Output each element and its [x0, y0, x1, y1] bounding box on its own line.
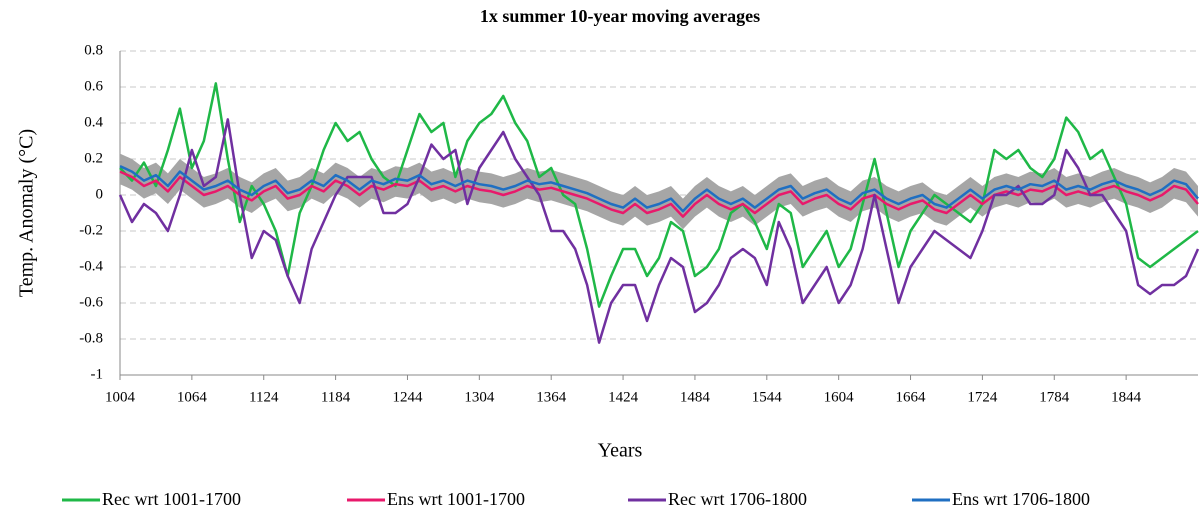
x-tick-label: 1784: [1039, 389, 1070, 405]
series-line: [119, 82, 1199, 308]
y-tick-label: 0.2: [84, 150, 103, 166]
legend-label: Ens wrt 1001-1700: [387, 489, 525, 509]
y-tick-label: -0.2: [79, 222, 103, 238]
series-line: [119, 170, 1199, 218]
x-tick-label: 1664: [896, 389, 927, 405]
y-tick-label: 0.8: [84, 42, 103, 58]
series-line: [118, 118, 1200, 344]
spread-band: [120, 153, 1198, 230]
y-tick-label: -0.4: [79, 258, 103, 274]
legend-label: Rec wrt 1706-1800: [668, 489, 807, 509]
chart-title: 1x summer 10-year moving averages: [480, 6, 760, 26]
x-tick-label: 1004: [105, 389, 136, 405]
x-tick-label: 1184: [321, 389, 351, 405]
x-tick-label: 1484: [680, 389, 711, 405]
x-tick-label: 1304: [464, 389, 495, 405]
y-axis-title: Temp. Anomaly (°C): [16, 129, 38, 297]
y-tick-label: 0.6: [84, 78, 103, 94]
x-tick-label: 1244: [392, 389, 423, 405]
x-axis-title: Years: [598, 440, 643, 462]
x-tick-label: 1604: [824, 389, 855, 405]
x-tick-label: 1844: [1111, 389, 1142, 405]
legend-label: Rec wrt 1001-1700: [102, 489, 241, 509]
legend-label: Ens wrt 1706-1800: [952, 489, 1090, 509]
x-tick-label: 1364: [536, 389, 567, 405]
y-tick-label: 0: [96, 186, 104, 202]
x-tick-label: 1724: [967, 389, 998, 405]
x-tick-label: 1544: [752, 389, 783, 405]
x-tick-label: 1124: [249, 389, 279, 405]
x-tick-label: 1064: [177, 389, 208, 405]
y-tick-label: -0.8: [79, 330, 103, 346]
y-tick-label: -1: [91, 366, 104, 382]
y-tick-label: 0.4: [84, 114, 103, 130]
x-tick-label: 1424: [608, 389, 639, 405]
y-tick-label: -0.6: [79, 294, 103, 310]
series-line: [119, 165, 1199, 213]
